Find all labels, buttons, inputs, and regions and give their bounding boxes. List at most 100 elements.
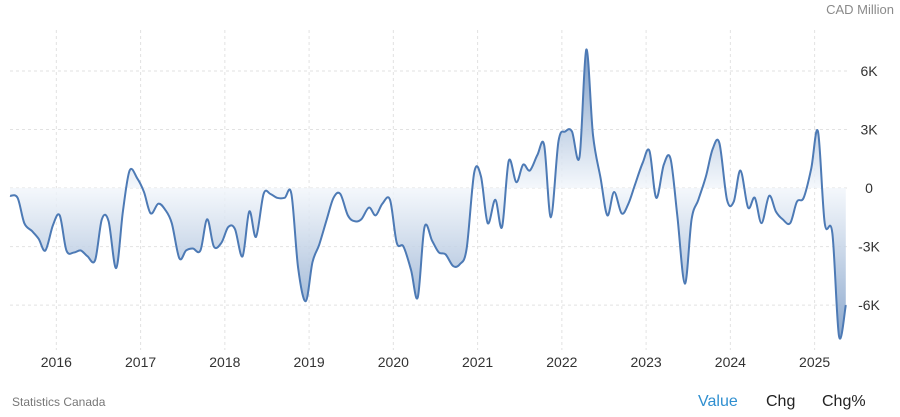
data-point xyxy=(163,208,167,212)
tab-chg-percent[interactable]: Chg% xyxy=(822,393,866,410)
data-point xyxy=(30,229,34,233)
data-point xyxy=(781,217,785,221)
data-point xyxy=(156,202,160,206)
data-point xyxy=(142,190,146,194)
data-point xyxy=(43,248,47,252)
data-point xyxy=(296,266,300,270)
data-point xyxy=(205,217,209,221)
data-point xyxy=(51,223,55,227)
data-point xyxy=(823,221,827,225)
source-label: Statistics Canada xyxy=(12,395,106,409)
data-point xyxy=(479,174,483,178)
data-point xyxy=(22,221,26,225)
data-point xyxy=(304,299,308,303)
x-tick-label: 2023 xyxy=(631,354,662,370)
series-line-group xyxy=(8,48,847,340)
data-point xyxy=(809,167,813,171)
tab-chg[interactable]: Chg xyxy=(766,393,796,410)
x-tick-label: 2018 xyxy=(209,354,240,370)
data-point xyxy=(346,213,350,217)
data-point xyxy=(493,198,497,202)
data-point xyxy=(233,227,237,231)
data-point xyxy=(486,221,490,225)
data-point xyxy=(605,213,609,217)
data-point xyxy=(746,206,750,210)
data-point xyxy=(704,174,708,178)
y-tick-label: 0 xyxy=(865,180,873,196)
data-point xyxy=(578,155,582,159)
data-point xyxy=(430,239,434,243)
data-point xyxy=(177,256,181,260)
data-point xyxy=(437,250,441,254)
series-line xyxy=(9,48,847,340)
x-tick-label: 2020 xyxy=(378,354,409,370)
data-point xyxy=(563,129,567,133)
data-point xyxy=(107,219,111,223)
x-axis-ticks: 2016 2017 2018 2019 2020 2021 2022 2023 2024 2025 xyxy=(41,354,831,370)
data-point xyxy=(121,209,125,213)
data-point xyxy=(289,192,293,196)
data-point xyxy=(654,196,658,200)
data-point xyxy=(262,192,266,196)
data-point xyxy=(641,161,645,165)
data-point xyxy=(268,192,272,196)
data-point xyxy=(219,241,223,245)
data-point xyxy=(542,143,546,147)
grid-lines xyxy=(10,30,850,350)
data-point xyxy=(683,282,687,286)
data-point xyxy=(79,248,83,252)
data-point xyxy=(669,157,673,161)
data-point xyxy=(514,180,518,184)
data-point xyxy=(675,213,679,217)
data-point xyxy=(690,217,694,221)
data-point xyxy=(458,262,462,266)
data-point xyxy=(254,235,258,239)
data-point xyxy=(500,225,504,229)
data-point xyxy=(128,168,132,172)
data-point xyxy=(535,153,539,157)
data-point xyxy=(191,247,195,251)
data-point xyxy=(620,211,624,215)
data-point xyxy=(100,217,104,221)
data-point xyxy=(416,295,420,299)
data-point xyxy=(444,252,448,256)
data-point xyxy=(184,248,188,252)
y-tick-label: -3K xyxy=(858,239,880,255)
data-point xyxy=(338,192,342,196)
data-point xyxy=(8,194,12,198)
data-point xyxy=(662,163,666,167)
data-point xyxy=(275,196,279,200)
data-point xyxy=(241,254,245,258)
series-area xyxy=(10,49,846,339)
view-tabs: Value Chg Chg% xyxy=(0,393,900,413)
series-area-fill xyxy=(10,49,846,339)
data-point xyxy=(549,215,553,219)
data-point xyxy=(717,141,721,145)
data-point xyxy=(774,209,778,213)
data-point xyxy=(317,243,321,247)
data-point xyxy=(795,200,799,204)
data-point xyxy=(367,206,371,210)
data-point xyxy=(696,198,700,202)
y-tick-label: -6K xyxy=(858,297,880,313)
tab-value[interactable]: Value xyxy=(698,393,738,410)
data-point xyxy=(725,198,729,202)
data-point xyxy=(591,133,595,137)
x-tick-label: 2017 xyxy=(125,354,156,370)
y-tick-label: 3K xyxy=(860,122,878,138)
data-point xyxy=(732,200,736,204)
x-tick-label: 2025 xyxy=(799,354,830,370)
data-point xyxy=(72,250,76,254)
x-tick-label: 2022 xyxy=(546,354,577,370)
data-point xyxy=(401,245,405,249)
data-point xyxy=(626,202,630,206)
data-point xyxy=(380,202,384,206)
data-point xyxy=(198,248,202,252)
data-point xyxy=(310,260,314,264)
data-point xyxy=(633,182,637,186)
data-point xyxy=(332,196,336,200)
data-point xyxy=(149,211,153,215)
data-point xyxy=(170,221,174,225)
x-tick-label: 2024 xyxy=(715,354,746,370)
data-point xyxy=(507,159,511,163)
